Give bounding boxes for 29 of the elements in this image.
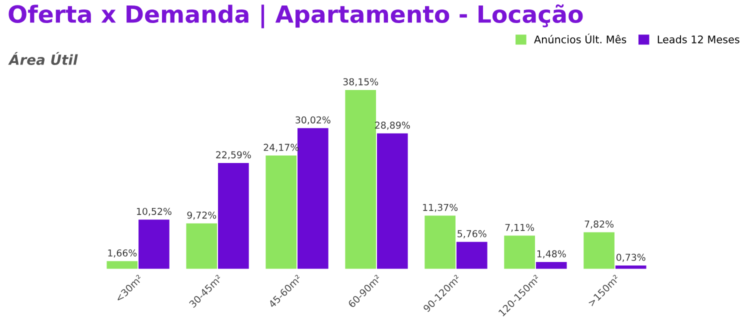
data-label: 22,59% <box>216 151 251 160</box>
chart-subtitle: Área Útil <box>8 52 78 65</box>
bar <box>106 261 138 269</box>
bar <box>424 216 456 269</box>
bar <box>376 133 408 269</box>
bar <box>218 162 249 269</box>
bar <box>504 236 535 269</box>
bar <box>584 232 614 269</box>
data-label: 38,15% <box>343 78 378 86</box>
bar <box>456 242 488 269</box>
data-label: 11,37% <box>423 204 458 212</box>
legend-label: Leads 12 Meses <box>658 35 740 44</box>
data-label: 7,82% <box>584 220 614 229</box>
data-label: 10,52% <box>136 208 172 216</box>
data-label: 5,76% <box>458 230 486 238</box>
data-label: 9,72% <box>187 212 216 220</box>
data-label: 30,02% <box>296 116 330 124</box>
bar <box>536 262 567 269</box>
bar <box>138 220 170 269</box>
bar <box>297 128 328 269</box>
bar <box>186 223 218 269</box>
data-label: 7,11% <box>505 224 534 232</box>
bar <box>345 90 376 269</box>
bar <box>266 156 297 269</box>
data-label: 1,48% <box>537 250 566 258</box>
chart-title: Oferta x Demanda | Apartamento - Locação <box>8 4 583 28</box>
data-label: 0,73% <box>616 254 646 262</box>
data-label: 1,66% <box>108 249 137 258</box>
legend-label: Anúncios Últ. Mês <box>534 34 626 44</box>
